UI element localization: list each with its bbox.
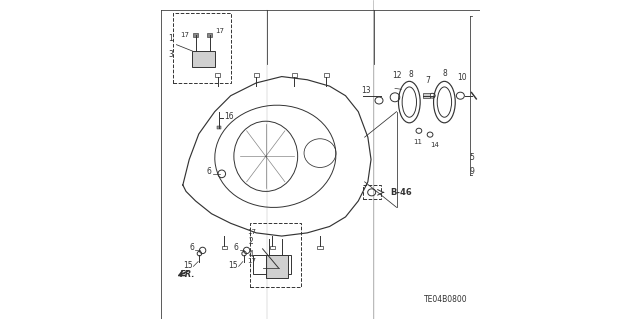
Text: 6: 6 (207, 167, 212, 176)
Bar (221, 246, 227, 249)
Text: 17: 17 (247, 229, 256, 235)
Text: 16: 16 (224, 112, 234, 121)
Text: 6: 6 (234, 243, 239, 252)
Text: 15: 15 (228, 261, 237, 270)
Text: 17: 17 (180, 32, 189, 38)
Text: 3: 3 (168, 50, 173, 59)
Text: 6: 6 (189, 243, 194, 252)
Text: 17: 17 (247, 258, 256, 264)
Text: TE04B0800: TE04B0800 (424, 295, 468, 304)
Text: B-46: B-46 (390, 188, 412, 197)
Text: 11: 11 (413, 138, 422, 145)
Text: 8: 8 (442, 69, 447, 78)
Text: 14: 14 (431, 142, 439, 148)
Bar (324, 73, 329, 77)
Bar (266, 255, 288, 278)
Bar (193, 51, 215, 67)
Bar (193, 33, 198, 37)
Bar (207, 33, 212, 37)
Bar (216, 73, 220, 77)
Bar (269, 246, 275, 249)
Text: 13: 13 (362, 85, 371, 94)
Text: 17: 17 (215, 28, 224, 34)
Text: 7: 7 (425, 76, 430, 85)
Text: 9: 9 (469, 167, 474, 176)
Text: 1: 1 (168, 34, 173, 43)
Text: FR.: FR. (180, 270, 195, 279)
Bar (217, 126, 221, 129)
Text: 2: 2 (248, 237, 253, 246)
Text: 8: 8 (408, 70, 413, 78)
Text: 4: 4 (248, 250, 253, 259)
Text: 15: 15 (183, 261, 193, 270)
Text: 10: 10 (457, 73, 467, 82)
Bar (253, 255, 291, 274)
Bar (292, 73, 297, 77)
Text: 12: 12 (392, 71, 401, 80)
Text: 5: 5 (469, 152, 474, 161)
Bar (317, 246, 323, 249)
Bar (423, 93, 429, 98)
Bar (253, 73, 259, 77)
